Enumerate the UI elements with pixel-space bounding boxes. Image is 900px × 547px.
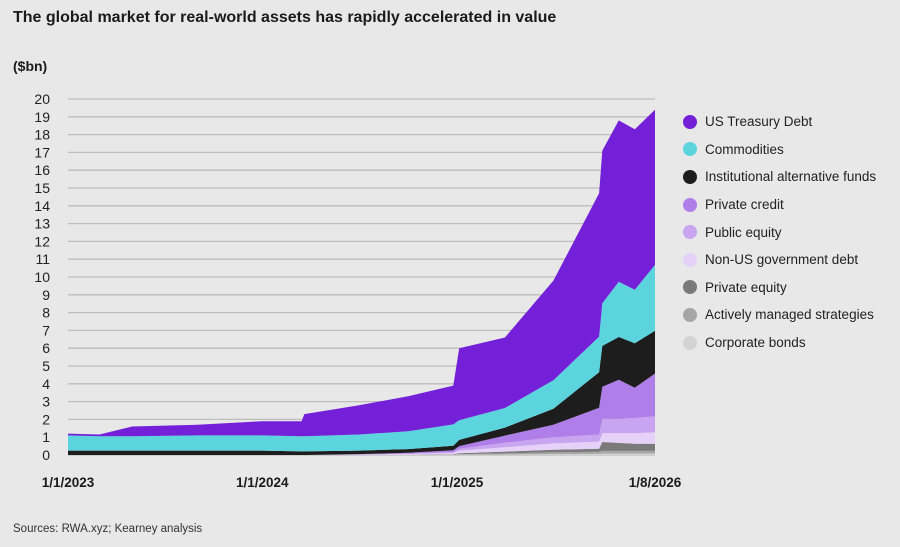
legend-swatch [683,252,697,267]
x-tick-label: 1/8/2026 [629,475,682,490]
legend-label: Public equity [705,224,782,240]
legend-item: Public equity [683,218,876,246]
y-tick-label: 0 [42,447,50,463]
y-tick-label: 16 [34,162,50,178]
legend-swatch [683,225,697,240]
y-tick-label: 9 [42,287,50,303]
y-tick-label: 5 [42,358,50,374]
area-non-us-government-debt [68,432,655,455]
y-tick-label: 19 [34,109,50,125]
y-tick-label: 1 [42,429,50,445]
area-actively-managed-strategies [68,450,655,455]
legend-item: Non-US government debt [683,246,876,274]
legend-item: Private equity [683,274,876,302]
area-public-equity [68,416,655,455]
y-tick-label: 18 [34,127,50,143]
y-tick-label: 4 [42,376,50,392]
legend-swatch [683,197,697,212]
y-tick-label: 3 [42,394,50,410]
legend-label: Institutional alternative funds [705,169,877,185]
x-tick-label: 1/1/2023 [42,475,95,490]
y-tick-label: 15 [34,180,50,196]
x-tick-label: 1/1/2025 [431,475,484,490]
area-private-equity [68,442,655,455]
y-tick-label: 7 [42,322,50,338]
legend-label: Non-US government debt [705,252,859,268]
y-tick-label: 17 [34,144,50,160]
legend-label: Actively managed strategies [705,307,874,323]
area-us-treasury-debt [68,109,655,437]
y-tick-label: 20 [34,91,50,107]
legend-item: Corporate bonds [683,329,876,357]
y-tick-label: 12 [34,233,50,249]
x-tick-label: 1/1/2024 [236,475,289,490]
legend: US Treasury Debt Commodities Institutional… [683,108,876,356]
legend-swatch [683,280,697,295]
legend-item: US Treasury Debt [683,108,876,136]
legend-swatch [683,307,697,322]
legend-item: Institutional alternative funds [683,163,876,191]
legend-label: US Treasury Debt [705,114,813,130]
legend-label: Private equity [705,279,787,295]
source-note: Sources: RWA.xyz; Kearney analysis [13,523,203,535]
legend-swatch [683,114,697,129]
y-tick-label: 13 [34,216,50,232]
legend-swatch [683,142,697,157]
legend-label: Private credit [705,197,784,213]
y-tick-label: 6 [42,340,50,356]
legend-label: Corporate bonds [705,335,806,351]
legend-swatch [683,169,697,184]
area-corporate-bonds [68,453,655,455]
legend-item: Actively managed strategies [683,301,876,329]
legend-swatch [683,335,697,350]
y-tick-label: 8 [42,305,50,321]
y-tick-label: 14 [34,198,50,214]
legend-label: Commodities [705,141,784,157]
y-tick-label: 2 [42,411,50,427]
chart-title: The global market for real-world assets … [13,9,557,26]
legend-item: Commodities [683,136,876,164]
y-axis-label: ($bn) [13,58,48,74]
legend-item: Private credit [683,191,876,219]
y-tick-label: 10 [34,269,50,285]
y-tick-label: 11 [35,251,50,267]
